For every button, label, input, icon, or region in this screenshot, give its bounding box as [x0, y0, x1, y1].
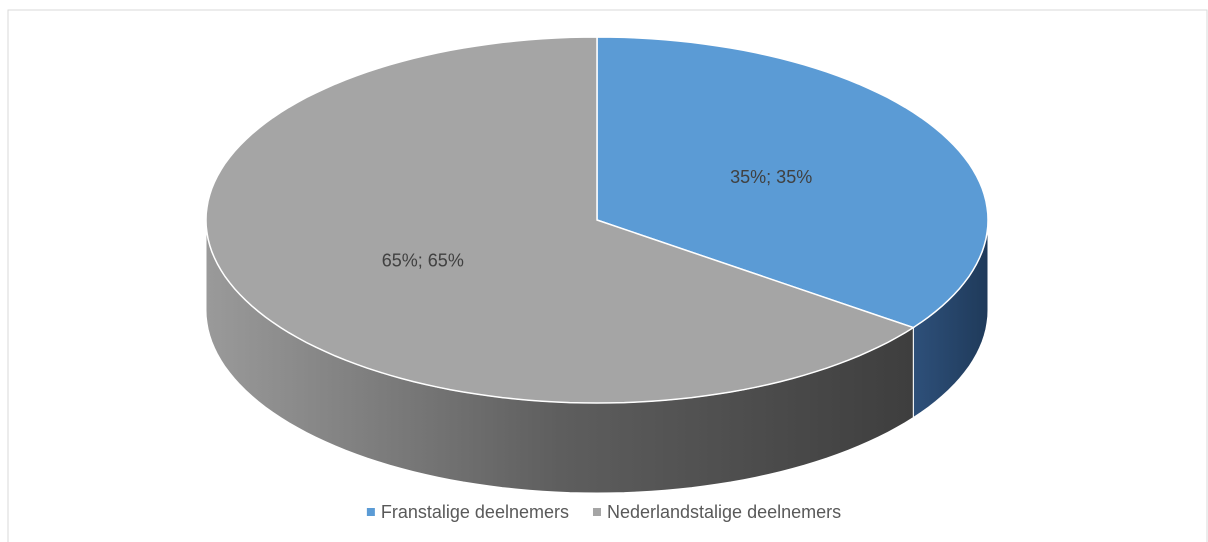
- legend: Franstalige deelnemers Nederlandstalige d…: [366, 502, 841, 522]
- legend-label: Franstalige deelnemers: [381, 502, 569, 522]
- pie-tops: [205, 36, 989, 404]
- data-labels: 35%; 35% 65%; 65%: [382, 167, 812, 270]
- chart-border: [7, 9, 1208, 542]
- pie-slice: [596, 36, 989, 329]
- data-label: 35%; 35%: [730, 167, 812, 187]
- data-label: 65%; 65%: [382, 250, 464, 270]
- legend-swatch: [592, 508, 601, 516]
- legend-label: Nederlandstalige deelnemers: [607, 502, 841, 522]
- legend-swatch: [366, 508, 375, 516]
- pie-slice: [205, 36, 916, 404]
